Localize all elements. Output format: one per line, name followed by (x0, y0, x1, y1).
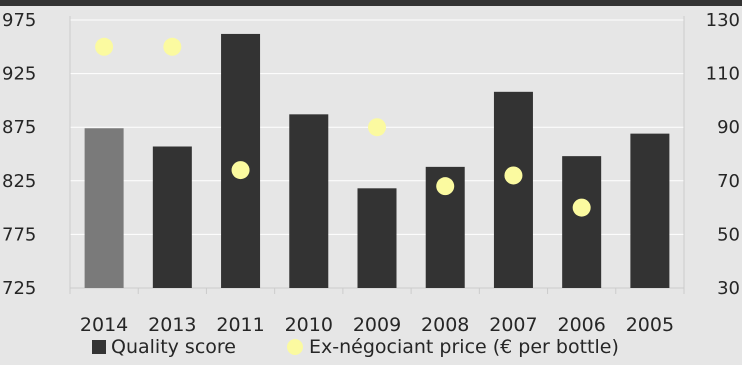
x-tick-label: 2008 (421, 314, 469, 336)
price-point (368, 118, 386, 137)
y-right-tick-label: 30 (717, 278, 740, 299)
bar (152, 146, 192, 288)
legend-label-price: Ex-négociant price (€ per bottle) (309, 336, 619, 358)
bar (221, 33, 261, 288)
x-tick-label: 2011 (216, 314, 264, 336)
y-left-tick-label: 875 (2, 117, 36, 138)
price-point (504, 166, 523, 185)
y-left-tick-label: 725 (2, 278, 36, 299)
x-tick-label: 2014 (80, 314, 128, 336)
x-tick-label: 2006 (557, 314, 605, 336)
bar (289, 114, 329, 288)
x-tick-label: 2007 (489, 314, 537, 336)
price-point (572, 198, 591, 217)
bar (630, 133, 670, 288)
price-point (163, 37, 182, 56)
legend-swatch-quality (92, 340, 106, 354)
y-right-tick-label: 90 (717, 117, 740, 138)
legend-swatch-price (287, 339, 303, 355)
y-left-tick-label: 975 (2, 10, 36, 31)
x-tick-label: 2013 (148, 314, 196, 336)
top-band (0, 0, 742, 6)
y-right-tick-label: 70 (717, 171, 740, 192)
price-point (436, 177, 455, 196)
y-right-tick-label: 50 (717, 224, 740, 245)
bar (357, 188, 397, 288)
price-point (95, 37, 114, 56)
y-left-tick-label: 775 (2, 224, 36, 245)
y-left-tick-label: 925 (2, 64, 36, 85)
x-tick-label: 2010 (285, 314, 333, 336)
y-right-tick-label: 130 (706, 10, 740, 31)
x-tick-label: 2009 (353, 314, 401, 336)
bar (562, 156, 602, 288)
price-point (231, 161, 250, 180)
x-tick-label: 2005 (626, 314, 674, 336)
y-right-tick-label: 110 (706, 64, 740, 85)
bar (84, 128, 124, 288)
y-left-tick-label: 825 (2, 171, 36, 192)
bar (493, 91, 533, 288)
legend-label-quality: Quality score (111, 336, 236, 358)
